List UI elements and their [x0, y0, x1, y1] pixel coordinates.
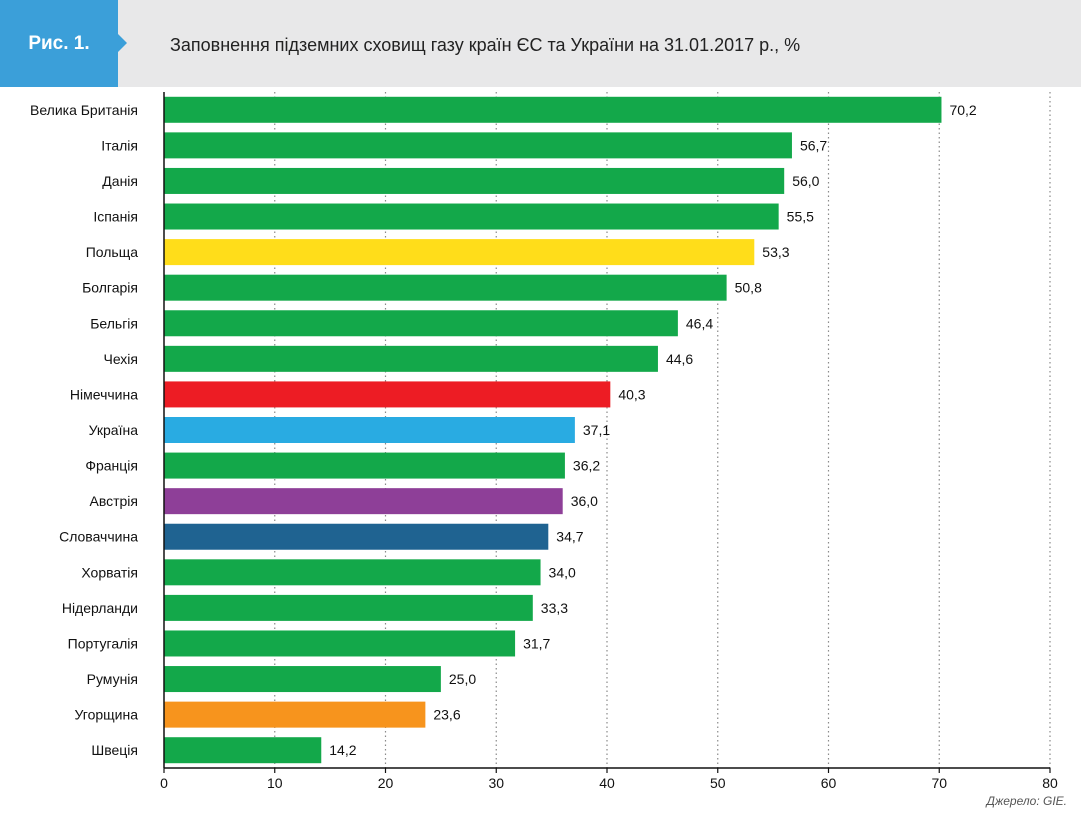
- bar: [164, 737, 322, 764]
- data-label: 46,4: [686, 315, 713, 331]
- x-tick-label: 10: [267, 775, 283, 791]
- figure-label: Рис. 1.: [28, 33, 90, 54]
- bar: [164, 310, 678, 337]
- bar: [164, 488, 563, 515]
- bar: [164, 239, 755, 266]
- category-label: Болгарія: [82, 280, 138, 296]
- bar: [164, 274, 727, 301]
- x-tick-label: 20: [378, 775, 394, 791]
- category-label: Угорщина: [75, 707, 139, 723]
- data-label: 53,3: [762, 244, 789, 260]
- category-label: Бельгія: [90, 315, 138, 331]
- chart-title: Заповнення підземних сховищ газу країн Є…: [170, 35, 801, 55]
- x-tick-label: 50: [710, 775, 726, 791]
- data-label: 50,8: [735, 280, 762, 296]
- data-label: 37,1: [583, 422, 610, 438]
- category-label: Польща: [86, 244, 139, 260]
- bar: [164, 381, 611, 408]
- bar: [164, 345, 658, 372]
- category-label: Словаччина: [59, 529, 138, 545]
- category-label: Україна: [89, 422, 139, 438]
- figure-badge: [0, 0, 118, 87]
- bar: [164, 559, 541, 586]
- bar: [164, 417, 575, 443]
- data-label: 55,5: [787, 209, 814, 225]
- data-label: 14,2: [329, 742, 356, 758]
- bar: [164, 594, 533, 621]
- data-label: 44,6: [666, 351, 693, 367]
- category-label: Австрія: [89, 493, 138, 509]
- data-label: 33,3: [541, 600, 568, 616]
- bar: [164, 452, 565, 479]
- category-label: Франція: [85, 458, 138, 474]
- data-label: 25,0: [449, 671, 476, 687]
- category-label: Чехія: [103, 351, 138, 367]
- bar: [164, 630, 516, 657]
- figure-badge-arrow: [118, 34, 127, 52]
- x-tick-label: 70: [931, 775, 947, 791]
- category-label: Данія: [102, 173, 138, 189]
- data-label: 36,2: [573, 458, 600, 474]
- x-tick-label: 80: [1042, 775, 1058, 791]
- category-label: Італія: [101, 137, 138, 153]
- chart-header: Рис. 1. Заповнення підземних сховищ газу…: [0, 0, 1081, 87]
- data-label: 56,0: [792, 173, 819, 189]
- x-tick-label: 60: [821, 775, 837, 791]
- data-label: 23,6: [433, 707, 460, 723]
- category-label: Швеція: [91, 742, 138, 758]
- source-note: Джерело: GIE.: [986, 794, 1067, 808]
- data-label: 36,0: [571, 493, 598, 509]
- bar: [164, 701, 426, 728]
- data-label: 70,2: [949, 102, 976, 118]
- category-label: Велика Британія: [30, 102, 138, 118]
- category-label: Німеччина: [70, 386, 138, 402]
- bar: [164, 523, 549, 550]
- bar: [164, 132, 792, 159]
- category-label: Хорватія: [81, 564, 138, 580]
- category-label: Нідерланди: [62, 600, 138, 616]
- data-label: 40,3: [618, 386, 645, 402]
- x-tick-label: 30: [488, 775, 504, 791]
- category-label: Іспанія: [93, 209, 138, 225]
- data-label: 56,7: [800, 137, 827, 153]
- bar: [164, 96, 942, 123]
- data-label: 34,7: [556, 529, 583, 545]
- data-label: 31,7: [523, 635, 550, 651]
- bar: [164, 203, 779, 230]
- x-tick-label: 0: [160, 775, 168, 791]
- data-label: 34,0: [549, 564, 576, 580]
- bar: [164, 167, 785, 194]
- category-label: Румунія: [87, 671, 138, 687]
- category-label: Португалія: [68, 635, 138, 651]
- bar: [164, 666, 441, 693]
- x-tick-label: 40: [599, 775, 615, 791]
